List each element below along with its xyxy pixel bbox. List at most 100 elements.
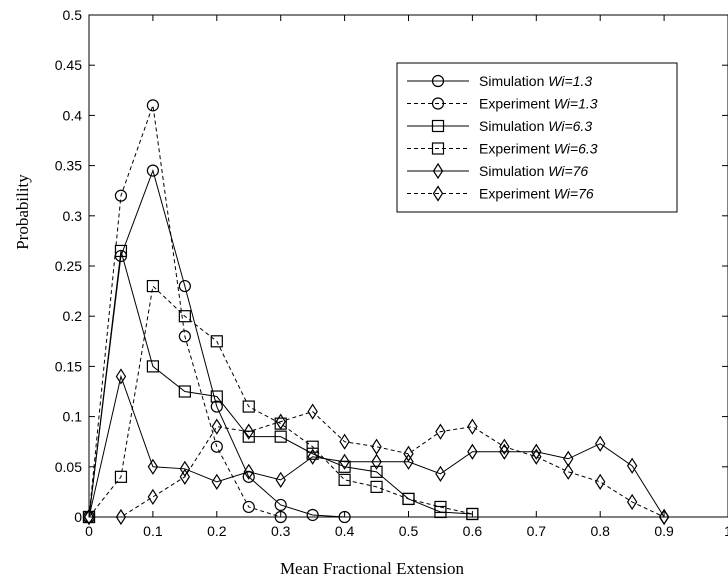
data-point bbox=[146, 99, 159, 112]
data-point bbox=[274, 498, 287, 512]
y-tick-label: 0 bbox=[74, 509, 82, 525]
legend-marker bbox=[432, 185, 444, 202]
data-point bbox=[211, 473, 223, 490]
y-tick-label: 0.35 bbox=[55, 158, 82, 174]
data-point bbox=[210, 400, 223, 413]
series-4 bbox=[83, 368, 670, 526]
data-point bbox=[114, 189, 128, 202]
legend-box bbox=[396, 62, 678, 213]
data-point bbox=[179, 468, 191, 485]
data-point bbox=[403, 445, 414, 462]
y-tick-label: 0.05 bbox=[55, 459, 82, 475]
y-tick-label: 0.5 bbox=[63, 7, 83, 23]
data-point bbox=[274, 430, 287, 443]
axis-ticks: 0 0.1 0.2 0.3 0.4 0.5 0.6 0.7 0.8 0.9 1 0 0.05 0.1 0.1… bbox=[55, 7, 728, 539]
y-tick-label: 0.15 bbox=[55, 358, 82, 374]
data-point bbox=[114, 470, 128, 483]
legend-marker bbox=[431, 119, 445, 133]
data-point bbox=[435, 423, 446, 440]
legend-label: Simulation Wi=6.3 bbox=[479, 118, 592, 134]
series-line bbox=[88, 169, 345, 518]
data-point bbox=[83, 508, 95, 526]
legend-label: Simulation Wi=76 bbox=[479, 163, 588, 179]
data-point bbox=[370, 465, 383, 478]
data-point bbox=[626, 493, 638, 511]
data-point bbox=[594, 435, 606, 452]
data-point bbox=[434, 500, 447, 514]
data-point bbox=[467, 443, 478, 460]
data-point bbox=[466, 507, 479, 521]
series-0 bbox=[82, 164, 351, 524]
data-point bbox=[243, 423, 254, 440]
y-tick-label: 0.25 bbox=[55, 258, 82, 274]
data-point bbox=[211, 418, 223, 435]
x-tick-label: 0.1 bbox=[143, 523, 163, 539]
y-tick-label: 0.45 bbox=[55, 57, 82, 73]
series-5 bbox=[83, 403, 670, 526]
x-tick-label: 0.7 bbox=[527, 523, 547, 539]
data-point bbox=[658, 508, 670, 526]
legend-label: Simulation Wi=1.3 bbox=[479, 73, 592, 89]
x-tick-label: 0.8 bbox=[590, 523, 610, 539]
data-point bbox=[243, 463, 254, 480]
data-point bbox=[306, 447, 319, 460]
data-point bbox=[626, 457, 638, 474]
legend: Simulation Wi=1.3 Experiment Wi=1.3 Simula… bbox=[396, 62, 678, 213]
data-point bbox=[210, 335, 223, 348]
series-layer bbox=[82, 99, 670, 526]
data-point bbox=[210, 390, 223, 403]
data-point bbox=[339, 433, 350, 450]
data-point bbox=[82, 510, 96, 524]
data-point bbox=[531, 443, 542, 460]
series-line bbox=[88, 105, 281, 518]
legend-label: Experiment Wi=1.3 bbox=[479, 96, 598, 112]
legend-label: Experiment Wi=76 bbox=[479, 186, 594, 202]
data-point bbox=[178, 330, 191, 343]
data-point bbox=[115, 368, 127, 385]
data-point bbox=[275, 471, 286, 488]
y-tick-label: 0.3 bbox=[63, 208, 83, 224]
x-tick-label: 0 bbox=[85, 523, 93, 539]
data-point bbox=[179, 460, 191, 477]
x-tick-label: 1 bbox=[724, 523, 728, 539]
data-point bbox=[275, 413, 286, 430]
x-tick-label: 0.5 bbox=[399, 523, 419, 539]
y-axis-title: Probability bbox=[13, 174, 32, 250]
data-point bbox=[306, 440, 319, 453]
data-point bbox=[467, 418, 478, 435]
legend-marker bbox=[432, 162, 444, 180]
data-point bbox=[371, 438, 382, 455]
x-tick-label: 0.3 bbox=[271, 523, 291, 539]
x-tick-label: 0.9 bbox=[654, 523, 674, 539]
y-tick-label: 0.1 bbox=[63, 409, 83, 425]
x-tick-label: 0.6 bbox=[463, 523, 483, 539]
y-tick-label: 0.4 bbox=[63, 107, 83, 123]
data-point bbox=[242, 400, 255, 413]
data-point bbox=[114, 244, 128, 258]
data-point bbox=[594, 473, 606, 490]
data-point bbox=[499, 438, 510, 455]
data-point bbox=[307, 448, 318, 465]
series-line bbox=[88, 285, 473, 518]
data-point bbox=[371, 453, 382, 470]
y-tick-label: 0.2 bbox=[63, 308, 83, 324]
data-point bbox=[370, 480, 383, 493]
data-point bbox=[146, 360, 159, 373]
data-point bbox=[339, 453, 350, 470]
series-line bbox=[89, 411, 665, 518]
data-point bbox=[435, 465, 446, 482]
legend-marker bbox=[431, 74, 445, 88]
data-point bbox=[306, 508, 319, 522]
legend-marker bbox=[431, 142, 445, 155]
legend-marker bbox=[431, 97, 445, 110]
data-point bbox=[147, 458, 159, 475]
data-point bbox=[178, 310, 191, 323]
legend-label: Experiment Wi=6.3 bbox=[479, 141, 598, 157]
data-point bbox=[242, 500, 255, 514]
series-3 bbox=[82, 279, 479, 524]
data-point bbox=[178, 385, 191, 398]
data-point bbox=[178, 279, 191, 293]
data-point bbox=[338, 473, 351, 486]
x-tick-label: 0.2 bbox=[207, 523, 227, 539]
